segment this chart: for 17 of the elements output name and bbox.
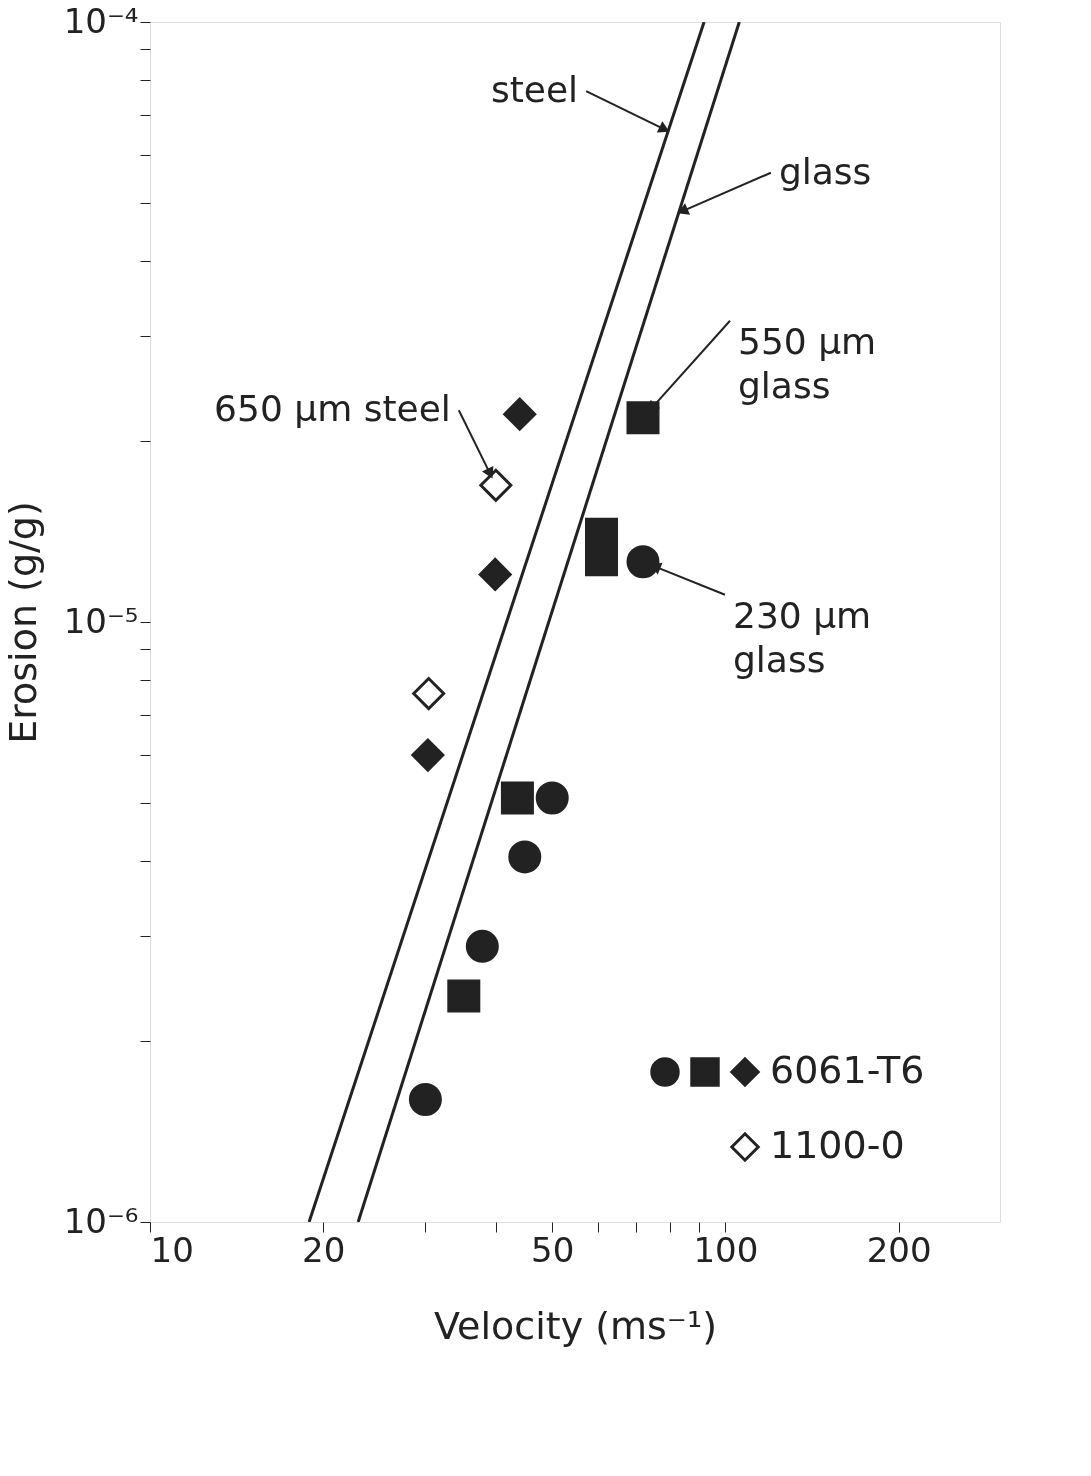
annotation: steel (490, 69, 579, 111)
x-tick-label: 200 (866, 1229, 932, 1270)
x-tick-label: 50 (531, 1229, 575, 1270)
x-tick-label: 20 (302, 1229, 346, 1270)
x-axis-title: Velocity (ms⁻¹) (434, 1303, 717, 1348)
x-tick-label: 100 (693, 1229, 759, 1270)
y-tick-label: 10⁻⁵ (63, 600, 139, 641)
legend-label: 1100-0 (770, 1123, 905, 1167)
annotation: 550 μm glass (738, 320, 877, 406)
annotation: 650 μm steel (214, 388, 451, 430)
annotation: glass (778, 150, 872, 192)
y-tick-label: 10⁻⁶ (63, 1200, 139, 1241)
y-tick-label: 10⁻⁴ (63, 0, 139, 41)
y-axis-title: Erosion (g/g) (0, 501, 45, 744)
legend-label: 6061-T6 (770, 1048, 925, 1092)
x-tick-label: 10 (150, 1229, 194, 1270)
annotation: 230 μm glass (733, 594, 872, 680)
